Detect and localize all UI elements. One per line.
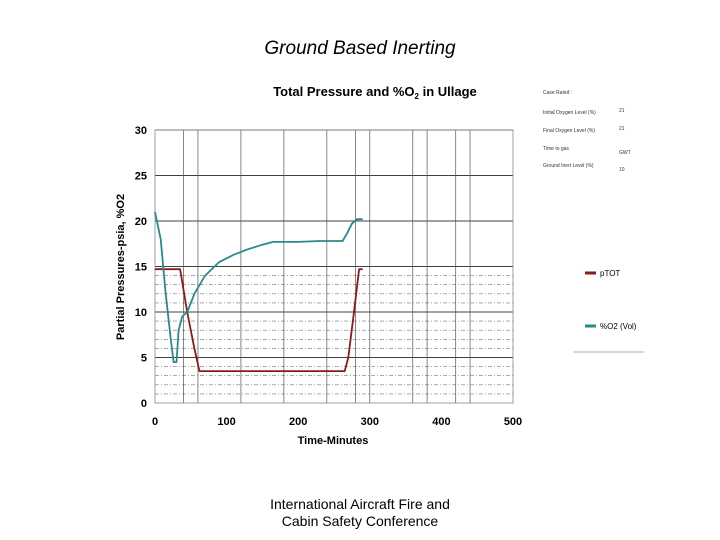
y-tick-label: 5 [141, 353, 147, 365]
x-axis-ticks: 0 100 200 300 400 500 [152, 416, 522, 428]
x-tick-label: 500 [504, 416, 522, 428]
side-panel-label: Ground Inert Level (%) [543, 163, 594, 169]
y-tick-label: 25 [135, 171, 147, 183]
x-tick-label: 400 [432, 416, 450, 428]
side-panel-value: GWT [619, 150, 631, 156]
legend-label: pTOT [600, 269, 620, 278]
footer: International Aircraft Fire and Cabin Sa… [0, 496, 720, 530]
footer-line-1: International Aircraft Fire and [270, 496, 450, 512]
footer-line-2: Cabin Safety Conference [281, 513, 439, 529]
side-panel-label: Final Oxygen Level (%) [543, 128, 595, 134]
x-tick-label: 0 [152, 416, 158, 428]
side-panel-label: Case Rated : [543, 90, 573, 96]
chart-gridlines [155, 129, 513, 403]
legend: pTOT %O2 (Vol) [573, 269, 644, 353]
x-tick-label: 100 [217, 416, 235, 428]
x-axis-label: Time-Minutes [298, 435, 369, 447]
plot-area [154, 129, 514, 404]
side-panel-value: 21 [619, 126, 625, 132]
series-lines [154, 211, 363, 372]
chart-title: Total Pressure and %O2 in Ullage [273, 84, 477, 101]
series-line--o2-vol- [154, 211, 363, 363]
y-tick-label: 0 [141, 398, 147, 410]
y-axis-ticks: 0 5 10 15 20 25 30 [135, 125, 147, 410]
slide-title: Ground Based Inerting [264, 38, 456, 59]
x-tick-label: 300 [361, 416, 379, 428]
y-tick-label: 30 [135, 125, 147, 137]
x-tick-label: 200 [289, 416, 307, 428]
side-panel-label: Initial Oxygen Level (%) [543, 110, 596, 116]
side-panel-label: Time to gas [543, 146, 569, 152]
plot-frame [154, 129, 514, 404]
side-panel-value: 10 [619, 167, 625, 173]
y-axis-label: Partial Pressures-psia, %O2 [115, 194, 127, 340]
y-tick-label: 10 [135, 307, 147, 319]
y-tick-label: 15 [135, 262, 147, 274]
legend-label: %O2 (Vol) [600, 322, 637, 331]
side-panel-value: 21 [619, 108, 625, 114]
series-line-ptot [155, 268, 363, 372]
y-tick-label: 20 [135, 216, 147, 228]
